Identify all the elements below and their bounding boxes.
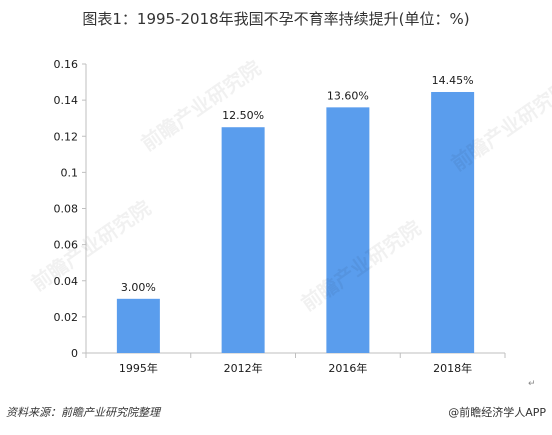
chart-title: 图表1：1995-2018年我国不孕不育率持续提升(单位：%) <box>82 10 470 28</box>
bar <box>221 127 265 353</box>
bar <box>431 91 475 353</box>
y-tick-label: 0 <box>71 347 78 360</box>
y-tick-label: 0.1 <box>61 166 79 179</box>
source-note: 资料来源：前瞻产业研究院整理 <box>6 406 160 419</box>
data-label: 12.50% <box>222 109 264 122</box>
x-tick-label: 2012年 <box>224 361 263 375</box>
data-label: 3.00% <box>121 281 156 294</box>
bar <box>326 107 370 353</box>
y-tick-label: 0.16 <box>54 58 79 71</box>
y-tick-label: 0.14 <box>54 94 79 107</box>
x-tick-label: 1995年 <box>119 361 158 375</box>
data-label: 13.60% <box>327 89 369 102</box>
y-tick-label: 0.12 <box>54 130 79 143</box>
x-tick-label: 2018年 <box>433 361 472 375</box>
y-tick-label: 0.06 <box>54 239 79 252</box>
y-tick-label: 0.04 <box>54 275 79 288</box>
bar <box>116 298 160 353</box>
paragraph-mark: ↵ <box>528 379 536 389</box>
x-tick-label: 2016年 <box>328 361 367 375</box>
brand-label: @前瞻经济学人APP <box>448 406 546 419</box>
y-tick-label: 0.08 <box>54 203 79 216</box>
y-tick-label: 0.02 <box>54 311 79 324</box>
data-label: 14.45% <box>432 74 474 87</box>
